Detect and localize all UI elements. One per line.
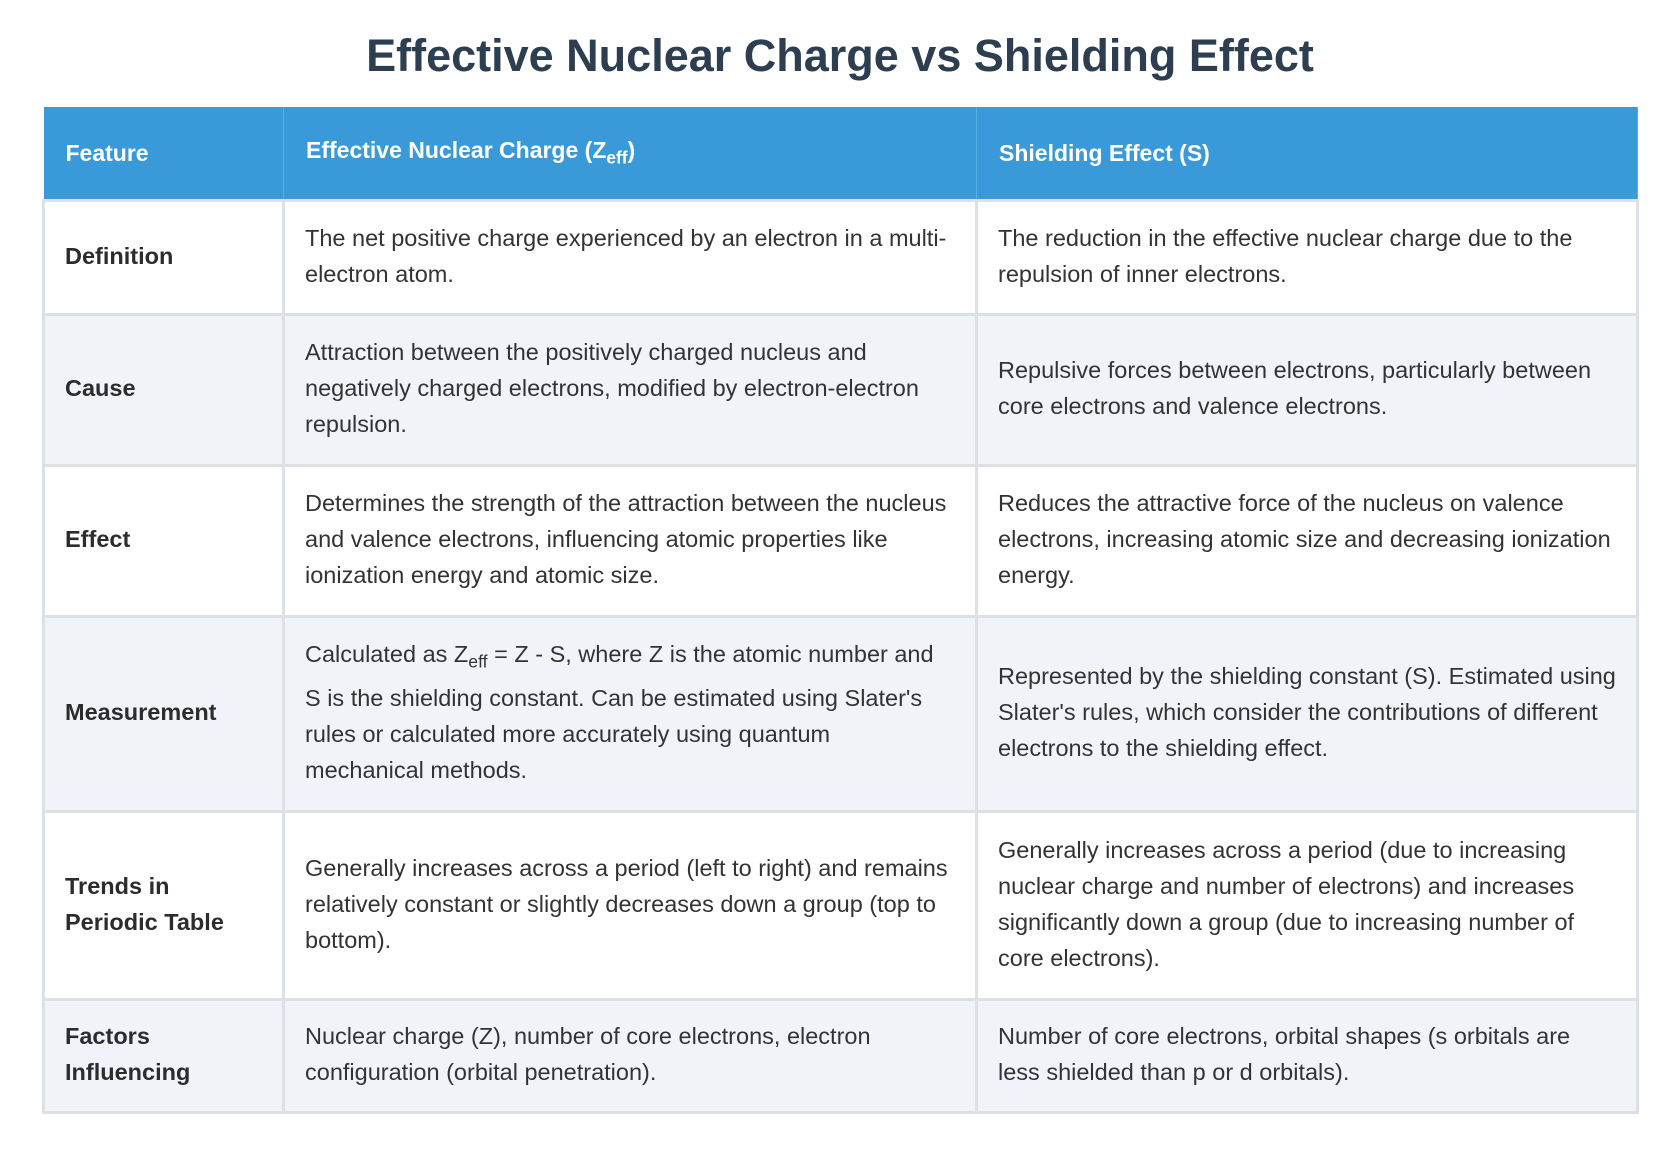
title: Effective Nuclear Charge vs Shielding Ef… (366, 30, 1314, 81)
subscript: eff (606, 147, 628, 168)
feature-cell: Definition (42, 199, 285, 316)
table-row: Definition The net positive charge experi… (42, 199, 1639, 316)
table-row: Factors Influencing Nuclear charge (Z), n… (42, 998, 1639, 1114)
cell: Represented by the shielding constant (S… (975, 615, 1639, 813)
text: Effective Nuclear Charge (Z (306, 137, 607, 164)
cell: Attraction between the positively charge… (282, 313, 978, 467)
header-row: Feature Effective Nuclear Charge (Zeff) Sh… (43, 107, 1638, 201)
column-header: Effective Nuclear Charge (Zeff) (283, 107, 977, 201)
comparison-table: Feature Effective Nuclear Charge (Zeff) Sh… (42, 107, 1639, 1114)
text: ) (627, 137, 636, 164)
table-row: Trends in Periodic Table Generally increa… (42, 810, 1639, 1001)
feature-cell: Measurement (42, 615, 285, 813)
feature-cell: Cause (42, 313, 285, 467)
text: Calculated as Z (305, 641, 469, 668)
text: = Z - S, where Z is the atomic number an… (305, 641, 934, 783)
table-row: Measurement Calculated as Zeff = Z - S, w… (42, 615, 1639, 813)
cell: Repulsive forces between electrons, part… (975, 313, 1639, 467)
column-header: Feature (43, 107, 284, 201)
feature-cell: Effect (42, 464, 285, 618)
cell: The reduction in the effective nuclear c… (975, 199, 1639, 316)
cell: Generally increases across a period (lef… (282, 810, 978, 1001)
cell: Determines the strength of the attractio… (282, 464, 978, 618)
feature-cell: Trends in Periodic Table (42, 810, 285, 1001)
cell: Calculated as Zeff = Z - S, where Z is t… (282, 615, 978, 813)
feature-cell: Factors Influencing (42, 998, 285, 1114)
table-row: Effect Determines the strength of the att… (42, 464, 1639, 618)
cell: The net positive charge experienced by a… (282, 199, 978, 316)
column-header: Shielding Effect (S) (976, 107, 1638, 201)
cell: Number of core electrons, orbital shapes… (975, 998, 1639, 1114)
cell: Reduces the attractive force of the nucl… (975, 464, 1639, 618)
table-row: Cause Attraction between the positively c… (42, 313, 1639, 467)
subscript: eff (468, 651, 488, 672)
cell: Generally increases across a period (due… (975, 810, 1639, 1001)
cell: Nuclear charge (Z), number of core elect… (282, 998, 978, 1114)
